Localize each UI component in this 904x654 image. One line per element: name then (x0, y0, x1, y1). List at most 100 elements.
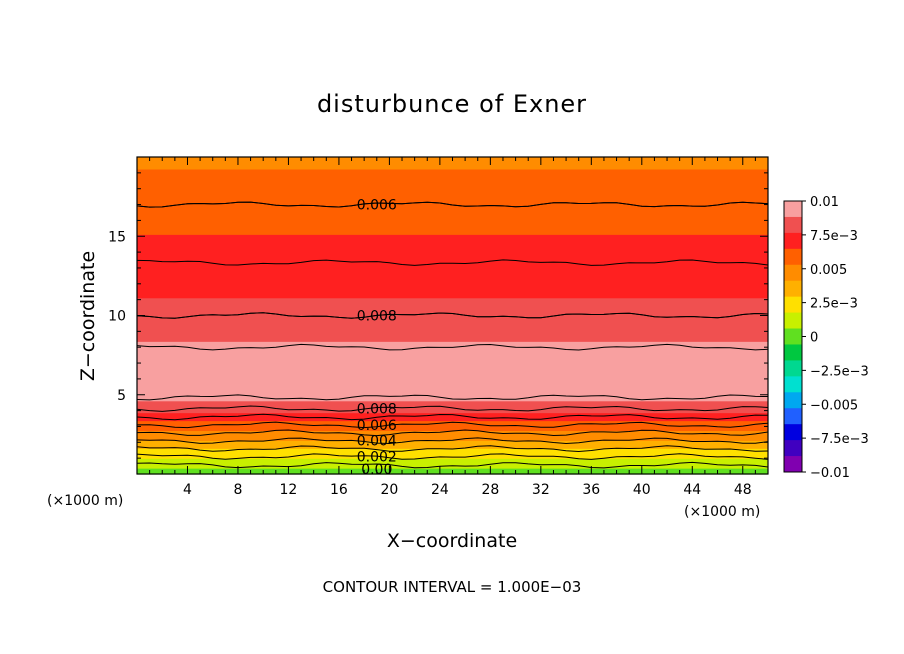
x-tick-label: 4 (183, 482, 192, 498)
contour-band (137, 188, 768, 192)
contour-band (137, 313, 768, 317)
x-tick-label: 12 (280, 482, 298, 498)
contour-band (137, 380, 768, 384)
contour-band (137, 258, 768, 261)
contour-band (137, 329, 768, 332)
contour-band (137, 319, 768, 323)
contour-band (137, 386, 768, 390)
contour-line (136, 394, 769, 401)
colorbar-segment (784, 328, 802, 345)
colorbar-label: −0.005 (810, 398, 858, 413)
contour-band (137, 454, 768, 457)
contour-band (137, 293, 768, 297)
contour-band (137, 248, 768, 251)
contour-band (137, 361, 768, 364)
contour-band (137, 234, 768, 237)
contour-band (137, 438, 768, 441)
contour-band (137, 180, 768, 184)
contour-band (137, 402, 768, 406)
contour-band (137, 432, 768, 435)
colorbar-segment (784, 408, 802, 425)
contour-band (137, 242, 768, 245)
contour-lines (136, 201, 769, 469)
contour-line (136, 343, 769, 351)
y-axis-title: Z−coordinate (77, 251, 99, 381)
colorbar-label: 0.01 (810, 195, 839, 210)
colorbar-segment (784, 312, 802, 330)
colorbar-label: −0.01 (810, 466, 850, 481)
colorbar-segment (784, 248, 802, 266)
y-tick-label: 15 (108, 229, 126, 245)
x-axis-ticks: 4 8 12 16 20 24 28 32 36 40 44 48 (149, 157, 756, 498)
contour-band (137, 321, 768, 325)
contour-band (137, 297, 768, 301)
contour-band (137, 238, 768, 241)
contour-band (137, 426, 768, 430)
contour-band (137, 252, 768, 255)
contour-band (137, 424, 768, 428)
contour-band (137, 337, 768, 340)
contour-line (136, 429, 769, 437)
contour-band (137, 333, 768, 336)
contour-band (137, 355, 768, 358)
contour-band (137, 182, 768, 186)
contour-band (137, 345, 768, 348)
contour-band (137, 208, 768, 212)
colorbar-segment (784, 296, 802, 314)
contour-line (136, 453, 769, 460)
x-tick-label: 36 (582, 482, 600, 498)
colorbar-label: 0.005 (810, 263, 847, 278)
colorbar-segment (784, 440, 802, 457)
x-unit-label-left: (×1000 m) (47, 493, 123, 509)
contour-band (137, 200, 768, 204)
colorbar-labels: 0.01 7.5e−3 0.005 2.5e−3 0 −2.5e−3 −0.005 −7.5e… (802, 195, 869, 481)
contour-band (137, 206, 768, 210)
contour-band (137, 160, 768, 164)
x-unit-label-right: (×1000 m) (684, 504, 760, 520)
x-tick-label: 24 (431, 482, 449, 498)
colorbar-segment (784, 360, 802, 377)
colorbar-segment (784, 264, 802, 282)
colorbar-label: 2.5e−3 (810, 297, 858, 312)
contour-band (137, 349, 768, 352)
contour-band (137, 170, 768, 174)
contour-band (137, 325, 768, 328)
contour-line (136, 413, 769, 421)
y-axis-ticks: 5 10 15 (108, 172, 768, 459)
contour-band (137, 418, 768, 422)
contour-band (137, 295, 768, 299)
colorbar-label: 0 (810, 331, 818, 346)
contour-band (137, 291, 768, 295)
contour-line (136, 437, 769, 445)
contour-band (137, 357, 768, 360)
contour-band (137, 224, 768, 227)
contour-band (137, 303, 768, 307)
contour-band (137, 370, 768, 374)
y-tick-label: 10 (108, 309, 126, 325)
contour-band (137, 416, 768, 420)
contour-band (137, 434, 768, 437)
contour-band (137, 228, 768, 231)
colorbar-segment (784, 344, 802, 361)
contour-band (137, 400, 768, 404)
contour-band (137, 410, 768, 414)
contour-line (136, 445, 769, 453)
contour-band (137, 267, 768, 271)
contour-band (137, 192, 768, 196)
contour-band (137, 254, 768, 257)
x-tick-label: 28 (481, 482, 499, 498)
colorbar-segment (784, 201, 802, 218)
contour-band (137, 468, 768, 471)
contour-band (137, 374, 768, 378)
x-tick-label: 48 (734, 482, 752, 498)
contour-band (137, 299, 768, 303)
contour-band (137, 230, 768, 233)
contour-band (137, 222, 768, 225)
contour-band (137, 376, 768, 380)
contour-band (137, 365, 768, 368)
contour-band (137, 368, 768, 372)
contour-line (136, 259, 769, 266)
contour-band (137, 220, 768, 223)
contour-label: 0.008 (357, 309, 397, 325)
